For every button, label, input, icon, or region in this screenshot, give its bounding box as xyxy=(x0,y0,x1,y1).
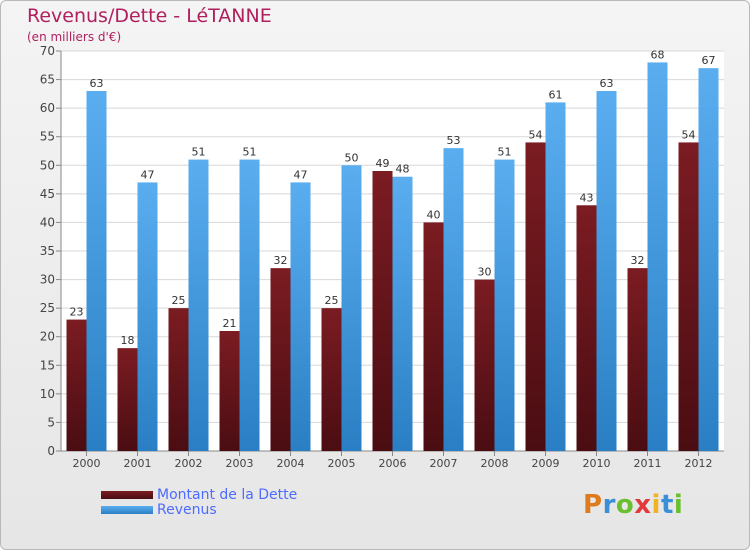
x-tick-label: 2011 xyxy=(634,457,662,470)
y-tick-label: 55 xyxy=(40,130,55,144)
data-label: 21 xyxy=(223,317,237,330)
data-label: 25 xyxy=(325,294,339,307)
bar-dette-2003 xyxy=(219,331,240,451)
x-tick-label: 2008 xyxy=(481,457,509,470)
bar-revenus-2010 xyxy=(596,91,617,451)
y-tick-label: 20 xyxy=(40,330,55,344)
bar-dette-2007 xyxy=(423,222,444,451)
bar-revenus-2004 xyxy=(290,182,311,451)
bar-revenus-2002 xyxy=(188,159,209,452)
data-label: 51 xyxy=(498,146,512,159)
bar-dette-2008 xyxy=(474,279,495,451)
y-tick-label: 65 xyxy=(40,73,55,87)
bar-revenus-2001 xyxy=(137,182,158,451)
x-tick-label: 2005 xyxy=(328,457,356,470)
y-tick-label: 60 xyxy=(40,101,55,115)
data-label: 61 xyxy=(549,88,563,101)
data-label: 32 xyxy=(274,254,288,267)
y-tick-label: 40 xyxy=(40,215,55,229)
bar-revenus-2005 xyxy=(341,165,362,452)
data-label: 49 xyxy=(376,157,390,170)
data-label: 47 xyxy=(141,168,155,181)
legend-label-dette: Montant de la Dette xyxy=(157,486,298,503)
legend-swatch-revenus xyxy=(101,505,153,514)
logo-letter: o xyxy=(615,490,635,520)
logo-letter: i xyxy=(651,490,661,520)
data-label: 67 xyxy=(702,54,716,67)
bar-revenus-2009 xyxy=(545,102,566,451)
data-label: 50 xyxy=(345,151,359,164)
bar-dette-2002 xyxy=(168,308,189,451)
data-label: 47 xyxy=(294,168,308,181)
proxiti-logo: Proxiti xyxy=(583,490,683,520)
y-tick-label: 0 xyxy=(47,444,55,458)
data-label: 23 xyxy=(70,306,84,319)
chart-subtitle: (en milliers d'€) xyxy=(27,30,122,44)
logo-letter: i xyxy=(673,490,684,520)
data-label: 25 xyxy=(172,294,186,307)
data-label: 48 xyxy=(396,163,410,176)
bar-revenus-2008 xyxy=(494,159,515,452)
x-tick-label: 2000 xyxy=(73,457,101,470)
bar-revenus-2006 xyxy=(392,176,413,451)
x-tick-label: 2004 xyxy=(277,457,305,470)
bar-revenus-2003 xyxy=(239,159,260,452)
logo-letter: x xyxy=(634,490,652,520)
x-tick-label: 2003 xyxy=(226,457,254,470)
bar-revenus-2007 xyxy=(443,148,464,451)
legend: Montant de la Dette Revenus xyxy=(101,486,298,518)
y-tick-label: 45 xyxy=(40,187,55,201)
legend-label-revenus: Revenus xyxy=(157,501,217,518)
y-tick-label: 25 xyxy=(40,301,55,315)
data-label: 51 xyxy=(192,146,206,159)
legend-swatch-dette xyxy=(101,490,153,499)
data-label: 18 xyxy=(121,334,135,347)
bar-dette-2011 xyxy=(627,268,648,451)
data-label: 63 xyxy=(600,77,614,90)
bar-dette-2000 xyxy=(66,319,87,451)
x-tick-label: 2001 xyxy=(124,457,152,470)
y-tick-label: 50 xyxy=(40,158,55,172)
x-tick-label: 2006 xyxy=(379,457,407,470)
logo-letter: P xyxy=(583,490,603,520)
data-label: 43 xyxy=(580,191,594,204)
data-label: 51 xyxy=(243,146,257,159)
y-tick-label: 15 xyxy=(40,358,55,372)
bar-dette-2009 xyxy=(525,142,546,451)
data-label: 63 xyxy=(90,77,104,90)
logo-letter: t xyxy=(660,490,674,520)
y-tick-label: 30 xyxy=(40,273,55,287)
y-tick-label: 70 xyxy=(40,44,55,58)
data-label: 54 xyxy=(529,128,543,141)
bar-dette-2005 xyxy=(321,308,342,451)
bar-revenus-2000 xyxy=(86,91,107,451)
legend-item-dette: Montant de la Dette xyxy=(101,486,298,503)
bar-revenus-2012 xyxy=(698,68,719,452)
data-label: 40 xyxy=(427,208,441,221)
x-tick-label: 2002 xyxy=(175,457,203,470)
data-label: 32 xyxy=(631,254,645,267)
y-tick-label: 5 xyxy=(47,415,55,429)
x-tick-label: 2009 xyxy=(532,457,560,470)
y-tick-label: 10 xyxy=(40,387,55,401)
bar-dette-2004 xyxy=(270,268,291,451)
y-tick-label: 35 xyxy=(40,244,55,258)
data-label: 53 xyxy=(447,134,461,147)
legend-item-revenus: Revenus xyxy=(101,501,297,518)
bar-dette-2001 xyxy=(117,348,138,451)
bar-dette-2006 xyxy=(372,171,393,451)
x-tick-label: 2007 xyxy=(430,457,458,470)
bar-revenus-2011 xyxy=(647,62,668,452)
logo-letter: r xyxy=(602,490,616,520)
data-label: 54 xyxy=(682,128,696,141)
x-tick-label: 2012 xyxy=(685,457,713,470)
chart-title: Revenus/Dette - LéTANNE xyxy=(27,5,272,27)
bar-dette-2012 xyxy=(678,142,699,451)
bar-dette-2010 xyxy=(576,205,597,451)
data-label: 68 xyxy=(651,48,665,61)
data-label: 30 xyxy=(478,266,492,279)
x-tick-label: 2010 xyxy=(583,457,611,470)
